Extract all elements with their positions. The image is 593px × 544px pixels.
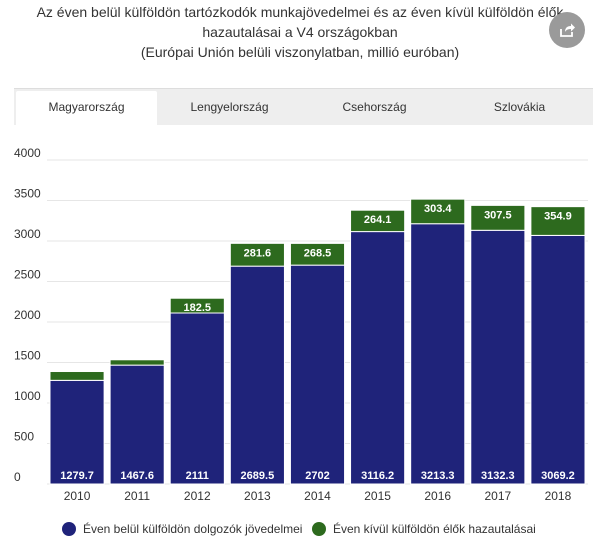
- data-label: 2111: [186, 470, 209, 482]
- bar-segment-series-1: [410, 223, 466, 485]
- bar-segment-series-2: [470, 204, 526, 231]
- bar-segment-series-1: [289, 264, 346, 485]
- data-label: 2702: [305, 470, 329, 482]
- bar-segment-series-1: [530, 234, 586, 485]
- tab-magyarorszag[interactable]: Magyarország: [16, 91, 157, 125]
- y-tick-label: 500: [14, 430, 34, 444]
- legend-label-series-2: Éven kívül külföldön élők hazautalásai: [333, 522, 536, 536]
- x-tick-label: 2010: [64, 489, 91, 503]
- data-label: 354.9: [544, 211, 572, 223]
- y-tick-label: 1500: [14, 349, 41, 363]
- y-tick-label: 3000: [14, 227, 41, 241]
- bar-segment-series-2: [109, 359, 165, 366]
- bar-segment-series-1: [169, 312, 225, 485]
- bar-segment-series-2: [410, 198, 466, 225]
- legend-item-series-1[interactable]: Éven belül külföldön dolgozók jövedelmei: [62, 522, 302, 536]
- y-tick-label: 3500: [14, 187, 41, 201]
- bar-segment-series-2: [229, 242, 285, 267]
- y-tick-label: 2500: [14, 268, 41, 282]
- x-tick-label: 2014: [304, 489, 331, 503]
- chart-title-line-2: hazautalásai a V4 országokban: [202, 24, 398, 40]
- bar-segment-series-2: [350, 209, 406, 233]
- data-label: 264.1: [364, 214, 392, 226]
- data-label: 3116.2: [361, 470, 394, 482]
- x-tick-label: 2015: [364, 489, 391, 503]
- tab-lengyelorszag[interactable]: Lengyelország: [190, 100, 269, 114]
- x-tick-label: 2018: [545, 489, 572, 503]
- x-tick-label: 2011: [124, 489, 150, 503]
- bar-segment-series-2: [169, 297, 225, 314]
- data-label: 268.5: [304, 247, 332, 259]
- tab-szlovakia[interactable]: Szlovákia: [493, 100, 546, 114]
- legend-item-series-2[interactable]: Éven kívül külföldön élők hazautalásai: [312, 522, 536, 536]
- bar-segment-series-2: [49, 371, 105, 381]
- bar-segment-series-1: [109, 364, 165, 485]
- data-label: 281.6: [244, 247, 272, 259]
- data-label: 2689.5: [241, 470, 275, 482]
- legend-marker-series-1: [62, 522, 76, 536]
- data-label: 3069.2: [541, 470, 575, 482]
- chart-title-line-3: (Európai Unión belüli viszonylatban, mil…: [140, 44, 460, 60]
- share-icon: [560, 23, 575, 37]
- bar-segment-series-2: [530, 206, 586, 236]
- bar-segment-series-1: [229, 265, 285, 485]
- bar-segment-series-1: [350, 231, 406, 485]
- tab-csehorszag[interactable]: Csehország: [342, 100, 407, 114]
- data-label: 3213.3: [421, 470, 455, 482]
- x-tick-label: 2012: [184, 489, 211, 503]
- y-tick-label: 1000: [14, 389, 41, 403]
- country-tabs: Magyarország Lengyelország Csehország Sz…: [14, 88, 593, 125]
- x-tick-label: 2017: [484, 489, 511, 503]
- x-tick-label: 2016: [424, 489, 451, 503]
- data-label: 307.5: [484, 209, 512, 221]
- legend-marker-series-2: [312, 522, 326, 536]
- chart-title: Az éven belül külföldön tartózkodók munk…: [20, 2, 580, 62]
- y-tick-label: 4000: [14, 146, 41, 160]
- y-tick-label: 2000: [14, 308, 41, 322]
- bar-segment-series-2: [289, 242, 346, 266]
- share-button[interactable]: [549, 12, 585, 48]
- y-tick-label: 0: [14, 470, 21, 484]
- bar-segment-series-1: [470, 229, 526, 485]
- data-label: 303.4: [424, 203, 452, 215]
- data-label: 1467.6: [120, 470, 154, 482]
- bar-segment-series-1: [49, 379, 105, 485]
- data-label: 182.5: [184, 302, 212, 314]
- x-tick-label: 2013: [244, 489, 271, 503]
- data-label: 3132.3: [481, 470, 515, 482]
- data-label: 1279.7: [60, 470, 94, 482]
- chart-title-line-1: Az éven belül külföldön tartózkodók munk…: [36, 4, 564, 20]
- legend-label-series-1: Éven belül külföldön dolgozók jövedelmei: [83, 522, 303, 536]
